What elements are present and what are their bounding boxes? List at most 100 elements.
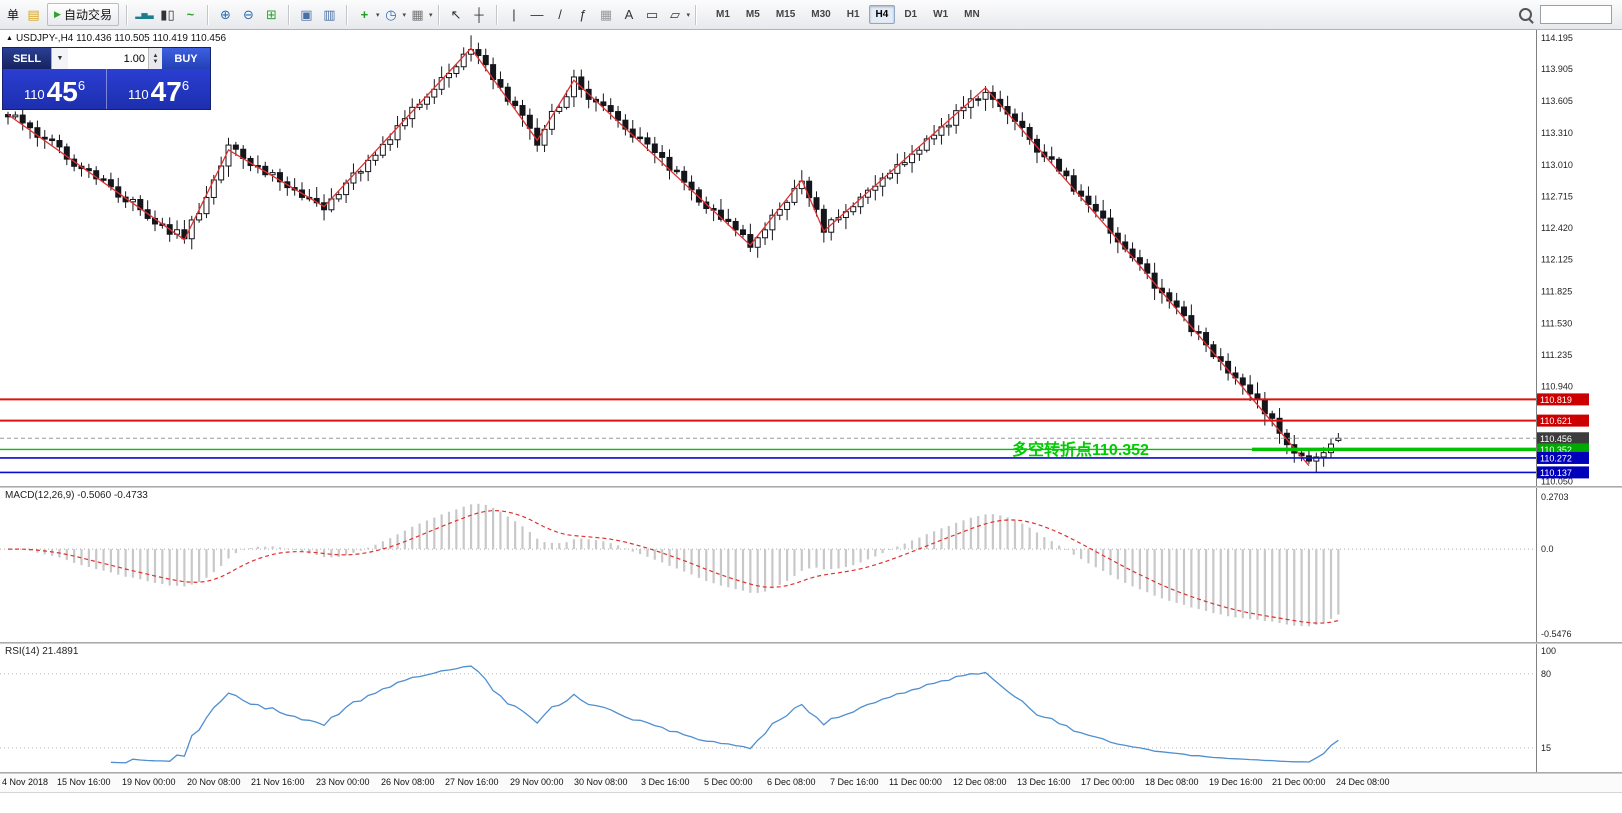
volume-dropdown[interactable]: ▼ [51, 48, 68, 69]
sell-button[interactable]: SELL [3, 48, 51, 69]
volume-input[interactable] [68, 48, 148, 69]
time-label: 11 Dec 00:00 [889, 777, 942, 787]
time-label: 15 Nov 16:00 [57, 777, 111, 787]
period-clock-icon[interactable]: ◷ [385, 6, 397, 22]
timeframe-w1[interactable]: W1 [933, 9, 949, 20]
autotrade-button[interactable]: ▶ 自动交易 [47, 3, 119, 26]
chart-title: ▲ USDJPY-,H4 110.436 110.505 110.419 110.… [6, 33, 226, 44]
svg-text:0.2703: 0.2703 [1541, 492, 1569, 502]
svg-text:110.272: 110.272 [1540, 453, 1572, 463]
svg-text:112.125: 112.125 [1541, 255, 1573, 265]
cascade-windows-icon[interactable]: ▣ [300, 6, 313, 22]
time-label: 20 Nov 08:00 [187, 777, 241, 787]
rsi-panel: 100 80 15 RSI(14) 21.4891 [0, 644, 1622, 772]
search-icon [1519, 8, 1532, 21]
timeframe-bar: M1 M5 M15 M30 H1 H4 D1 W1 MN [708, 5, 988, 24]
grid-tool-icon[interactable]: ▦ [599, 6, 613, 22]
svg-text:110.940: 110.940 [1541, 381, 1573, 391]
panel-separator[interactable] [0, 486, 1622, 488]
label-tool-icon[interactable]: ▭ [645, 6, 659, 22]
timeframe-m1[interactable]: M1 [716, 9, 730, 20]
shapes-icon-caret[interactable]: ▾ [686, 11, 691, 19]
svg-text:113.010: 113.010 [1541, 160, 1573, 170]
horizontal-line-icon[interactable]: — [530, 7, 544, 22]
svg-text:0.0: 0.0 [1541, 544, 1554, 554]
toolbar-separator [345, 4, 348, 25]
volume-up-icon[interactable]: ▲ [152, 52, 159, 59]
time-label: 4 Nov 2018 [2, 777, 49, 787]
macd-chart-canvas[interactable]: 0.2703 0.0 -0.5476 [0, 488, 1622, 642]
volume-down-icon[interactable]: ▼ [152, 58, 159, 65]
period-clock-icon-caret[interactable]: ▾ [402, 11, 406, 19]
svg-text:80: 80 [1541, 669, 1551, 679]
symbol-search [1519, 5, 1612, 24]
timeframe-m15[interactable]: M15 [775, 9, 796, 20]
time-label: 30 Nov 08:00 [574, 777, 628, 787]
vertical-line-icon[interactable]: | [512, 7, 516, 22]
crosshair-icon[interactable]: ┼ [474, 7, 484, 22]
text-tool-icon[interactable]: A [624, 7, 634, 22]
zoom-out-icon[interactable]: ⊖ [243, 6, 254, 22]
svg-text:111.825: 111.825 [1541, 287, 1572, 297]
time-label: 26 Nov 08:00 [381, 777, 435, 787]
svg-text:110.352: 110.352 [1540, 445, 1572, 455]
time-label: 5 Dec 00:00 [704, 777, 753, 787]
template-icon-caret[interactable]: ▾ [428, 11, 433, 19]
svg-text:110.819: 110.819 [1540, 395, 1572, 405]
time-label: 7 Dec 16:00 [830, 777, 879, 787]
shapes-icon[interactable]: ▱ [670, 6, 680, 22]
sell-price[interactable]: 110 45 6 [23, 76, 86, 107]
volume-stepper[interactable]: ▲ ▼ [148, 48, 162, 69]
zoom-in-icon[interactable]: ⊕ [220, 6, 231, 22]
time-label: 12 Dec 08:00 [953, 777, 1007, 787]
autotrade-play-icon: ▶ [54, 9, 61, 19]
buy-price[interactable]: 110 47 6 [127, 76, 190, 107]
time-label: 18 Dec 08:00 [1145, 777, 1199, 787]
chart-ohlc-title: USDJPY-,H4 110.436 110.505 110.419 110.4… [15, 33, 227, 44]
toolbar-separator [125, 4, 128, 25]
toolbar-items: 单 ▤ ▶ 自动交易 ▂▅▃ ▮▯ ~ ⊕ ⊖ ⊞ ▣ ▥ + ▾ ◷ ▾ ▦ ▾ ↖ ┼ | — / ƒ ▦ A ▭ ▱ ▾ [4, 3, 702, 26]
macd-label: MACD(12,26,9) -0.5060 -0.4733 [5, 490, 148, 501]
toolbar: 单 ▤ ▶ 自动交易 ▂▅▃ ▮▯ ~ ⊕ ⊖ ⊞ ▣ ▥ + ▾ ◷ ▾ ▦ ▾ ↖ ┼ | — / ƒ ▦ A ▭ ▱ ▾ M1 M5… [0, 0, 1622, 30]
timeframe-m5[interactable]: M5 [745, 9, 760, 20]
add-indicator-icon[interactable]: + [360, 7, 369, 22]
time-label: 29 Nov 00:00 [510, 777, 564, 787]
collapse-icon[interactable]: ▲ [6, 35, 13, 42]
time-label: 19 Nov 00:00 [122, 777, 176, 787]
svg-text:110.621: 110.621 [1540, 416, 1572, 426]
tile-windows-icon[interactable]: ⊞ [266, 6, 277, 22]
trendline-icon[interactable]: / [558, 7, 562, 22]
template-icon[interactable]: ▦ [411, 6, 424, 22]
toolbar-separator [695, 4, 698, 25]
toolbar-separator [287, 4, 290, 25]
price-chart-canvas[interactable]: 114.195 113.905 113.605 113.310 113.010 112.7… [0, 30, 1622, 486]
fibonacci-icon[interactable]: ƒ [579, 7, 587, 22]
timeframe-m30[interactable]: M30 [811, 9, 831, 20]
panel-separator[interactable] [0, 642, 1622, 644]
cursor-icon[interactable]: ↖ [450, 6, 462, 22]
svg-text:114.195: 114.195 [1541, 33, 1573, 43]
search-input[interactable] [1540, 5, 1612, 24]
time-label: 23 Nov 00:00 [316, 777, 370, 787]
buy-button[interactable]: BUY [162, 48, 210, 69]
time-axis[interactable]: 4 Nov 2018 15 Nov 16:00 19 Nov 00:00 20 Nov… [0, 774, 1622, 793]
svg-text:111.235: 111.235 [1541, 350, 1572, 360]
line-chart-icon[interactable]: ~ [186, 7, 195, 22]
rsi-chart-canvas[interactable]: 100 80 15 [0, 644, 1622, 772]
time-label: 21 Dec 00:00 [1272, 777, 1326, 787]
timeframe-d1[interactable]: D1 [904, 9, 918, 20]
arrange-windows-icon[interactable]: ▥ [323, 6, 336, 22]
history-center-icon[interactable]: ▤ [27, 6, 40, 22]
timeframe-h4[interactable]: H4 [868, 5, 896, 24]
add-indicator-icon-caret[interactable]: ▾ [375, 11, 380, 19]
candlestick-chart-icon[interactable]: ▮▯ [160, 6, 175, 22]
timeframe-mn[interactable]: MN [964, 9, 980, 20]
timeframe-h1[interactable]: H1 [846, 9, 860, 20]
time-label: 21 Nov 16:00 [251, 777, 305, 787]
panel-separator [0, 772, 1622, 774]
time-label: 13 Dec 16:00 [1017, 777, 1071, 787]
new-order-label[interactable]: 单 [7, 8, 20, 22]
bar-chart-icon[interactable]: ▂▅▃ [135, 10, 154, 19]
svg-text:113.905: 113.905 [1541, 64, 1573, 74]
